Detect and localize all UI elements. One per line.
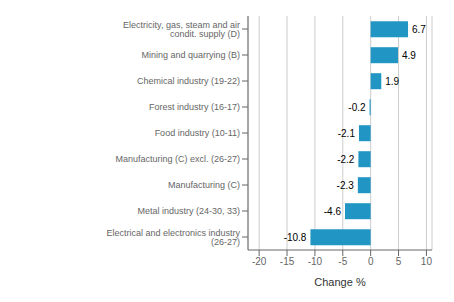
svg-text:Electricity, gas, steam and ai: Electricity, gas, steam and aircondit. s… (123, 20, 240, 39)
svg-text:Change %: Change % (314, 276, 366, 288)
svg-text:4.9: 4.9 (402, 50, 416, 61)
svg-text:Manufacturing (C) excl. (26-27: Manufacturing (C) excl. (26-27) (115, 154, 240, 164)
svg-text:-20: -20 (252, 256, 267, 267)
svg-text:5: 5 (396, 256, 402, 267)
svg-text:Forest industry (16-17): Forest industry (16-17) (149, 102, 240, 112)
svg-text:Electrical and electronics ind: Electrical and electronics industry(26-2… (106, 228, 240, 247)
svg-text:Chemical industry (19-22): Chemical industry (19-22) (137, 76, 240, 86)
svg-text:10: 10 (421, 256, 433, 267)
svg-text:-4.6: -4.6 (324, 206, 342, 217)
svg-text:-2.3: -2.3 (337, 180, 355, 191)
svg-text:1.9: 1.9 (385, 76, 399, 87)
svg-text:-15: -15 (280, 256, 295, 267)
svg-text:-5: -5 (338, 256, 347, 267)
svg-text:-10.8: -10.8 (284, 232, 307, 243)
svg-text:Manufacturing (C): Manufacturing (C) (168, 180, 240, 190)
svg-text:-10: -10 (308, 256, 323, 267)
svg-text:Metal industry (24-30, 33): Metal industry (24-30, 33) (137, 206, 240, 216)
svg-text:-0.2: -0.2 (348, 102, 366, 113)
svg-text:6.7: 6.7 (412, 24, 426, 35)
svg-text:Mining and quarrying (B): Mining and quarrying (B) (141, 50, 240, 60)
svg-text:Food industry (10-11): Food industry (10-11) (155, 128, 240, 138)
svg-text:-2.1: -2.1 (338, 128, 356, 139)
svg-text:0: 0 (368, 256, 374, 267)
svg-text:-2.2: -2.2 (337, 154, 355, 165)
